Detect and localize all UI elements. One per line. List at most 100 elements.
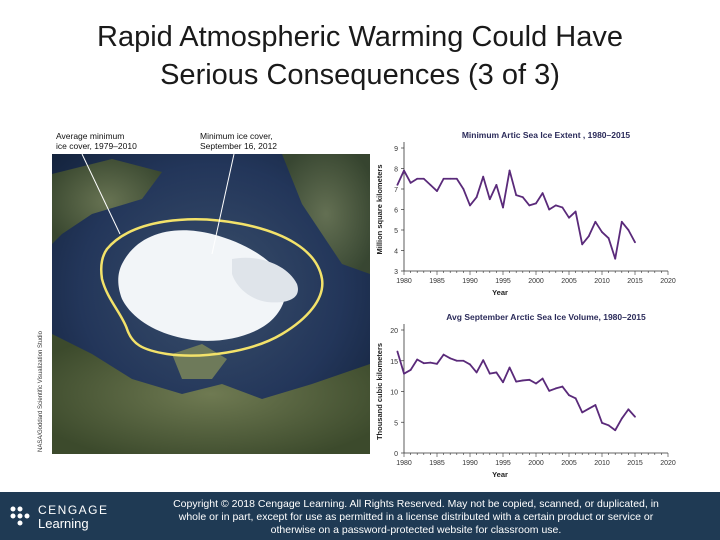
data-point-2000 <box>535 382 537 385</box>
data-point-2007 <box>581 243 584 246</box>
data-point-1988 <box>455 359 458 362</box>
avg-min-ice-label-line1: Average minimum <box>56 131 125 141</box>
data-point-2008 <box>587 235 590 238</box>
avg-min-ice-label: Average minimum ice cover, 1979–2010 <box>56 131 137 151</box>
sea-ice-fragment <box>232 257 298 303</box>
data-point-2015 <box>634 415 636 418</box>
data-point-1979 <box>396 184 399 186</box>
y-tick-label: 0 <box>394 451 398 458</box>
data-point-2005 <box>568 216 570 219</box>
min-label-leader <box>211 154 235 255</box>
chart-title: Minimum Artic Sea Ice Extent , 1980–2015 <box>462 130 631 140</box>
x-tick-label: 1990 <box>462 460 478 467</box>
data-point-2005 <box>568 394 570 397</box>
data-point-2003 <box>554 204 557 207</box>
data-point-1983 <box>422 177 425 180</box>
data-point-1991 <box>475 371 478 374</box>
x-tick-label: 2020 <box>660 278 676 285</box>
data-point-2002 <box>548 208 551 211</box>
data-point-2014 <box>627 408 630 411</box>
data-point-2004 <box>561 385 564 388</box>
data-point-1997 <box>515 194 518 197</box>
sea-ice-volume-chart: Avg September Arctic Sea Ice Volume, 198… <box>375 312 676 479</box>
data-point-2002 <box>548 389 551 392</box>
slide-title-line-2: Serious Consequences (3 of 3) <box>160 59 560 91</box>
x-tick-label: 2010 <box>594 460 610 467</box>
data-point-2007 <box>581 411 584 414</box>
data-point-2009 <box>594 220 597 223</box>
sea-ice-extent-chart: Minimum Artic Sea Ice Extent , 1980–2015… <box>375 130 676 297</box>
arctic-islands <box>172 344 227 379</box>
data-point-1992 <box>482 359 485 362</box>
x-tick-label: 2000 <box>528 460 544 467</box>
y-tick-label: 3 <box>394 269 398 276</box>
data-point-2000 <box>535 202 537 205</box>
copyright-line-3: otherwise on a password-protected websit… <box>270 524 562 536</box>
data-point-2010 <box>601 421 603 424</box>
data-point-1989 <box>462 359 465 362</box>
data-point-1984 <box>429 184 432 186</box>
north-america-landmass <box>52 334 370 454</box>
x-tick-label: 2010 <box>594 278 610 285</box>
x-tick-label: 2020 <box>660 460 676 467</box>
series-line <box>396 169 636 260</box>
data-point-1985 <box>436 190 438 192</box>
avg-min-ice-label-line2: ice cover, 1979–2010 <box>56 141 137 151</box>
cengage-logo: CENGAGE Learning <box>8 500 128 532</box>
data-point-1988 <box>455 177 458 180</box>
data-point-1989 <box>462 188 465 190</box>
copyright-line-1: Copyright © 2018 Cengage Learning. All R… <box>173 498 659 510</box>
x-tick-label: 1985 <box>429 278 445 285</box>
data-point-2004 <box>561 206 564 209</box>
data-point-1993 <box>488 372 491 375</box>
x-tick-label: 1995 <box>495 278 511 285</box>
data-point-2011 <box>607 424 610 427</box>
data-point-2012 <box>614 429 617 432</box>
data-point-1997 <box>515 380 518 383</box>
chart-title: Avg September Arctic Sea Ice Volume, 198… <box>446 312 646 322</box>
x-axis-label: Year <box>492 470 508 479</box>
greenland-landmass <box>52 159 162 244</box>
y-axis-label: Million square kilometers <box>375 164 384 254</box>
data-point-1981 <box>409 369 412 371</box>
x-tick-label: 1985 <box>429 460 445 467</box>
x-tick-label: 2000 <box>528 278 544 285</box>
series-line <box>396 351 636 432</box>
data-point-1996 <box>508 366 511 369</box>
x-tick-label: 1990 <box>462 278 478 285</box>
y-tick-label: 9 <box>394 146 398 153</box>
data-point-1998 <box>521 196 524 199</box>
data-point-1981 <box>409 181 412 184</box>
data-point-2013 <box>620 417 623 420</box>
y-tick-label: 20 <box>390 328 398 335</box>
data-point-1980 <box>403 169 405 172</box>
data-point-1987 <box>449 357 452 360</box>
x-tick-label: 2005 <box>561 460 577 467</box>
data-point-2001 <box>541 377 544 380</box>
data-point-1990 <box>469 204 471 207</box>
data-point-1986 <box>442 177 445 180</box>
footer-bar: CENGAGE Learning Copyright © 2018 Cengag… <box>0 492 720 540</box>
data-point-1994 <box>495 371 498 374</box>
min-ice-label: Minimum ice cover, September 16, 2012 <box>200 131 277 151</box>
data-point-1982 <box>416 358 419 361</box>
slide-title-line-1: Rapid Atmospheric Warming Could Have <box>97 21 623 53</box>
x-tick-label: 2015 <box>627 278 643 285</box>
data-point-1984 <box>429 361 432 364</box>
data-point-2001 <box>541 192 544 194</box>
data-point-1995 <box>502 381 504 384</box>
data-point-2014 <box>627 229 630 231</box>
image-credit: NASA/Goddard Scientific Visualization St… <box>38 331 44 452</box>
data-point-1987 <box>449 177 452 180</box>
data-point-1996 <box>508 169 511 172</box>
y-tick-label: 10 <box>390 390 398 397</box>
y-tick-label: 6 <box>394 208 398 215</box>
y-tick-label: 7 <box>394 187 398 194</box>
arctic-sea-ice-satellite-image <box>52 154 370 454</box>
data-point-1998 <box>521 379 524 382</box>
data-point-1999 <box>528 204 531 207</box>
data-point-2008 <box>587 407 590 410</box>
y-tick-label: 15 <box>390 359 398 366</box>
data-point-2011 <box>607 237 610 240</box>
y-tick-label: 5 <box>394 420 398 427</box>
